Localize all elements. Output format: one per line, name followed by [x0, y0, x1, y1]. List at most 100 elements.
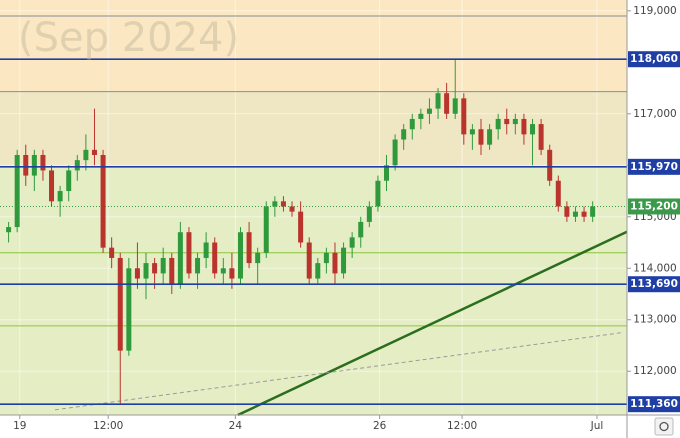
candle-body	[341, 247, 347, 274]
trendline	[54, 332, 622, 411]
candle-body	[40, 154, 46, 171]
candle-body	[220, 268, 226, 274]
candle-body	[195, 257, 201, 274]
x-tick-label: 24	[229, 420, 243, 432]
candle-body	[392, 139, 398, 166]
level-badge	[628, 276, 680, 293]
candle-body	[469, 129, 475, 135]
candle-body	[461, 98, 467, 135]
candle-body	[246, 232, 252, 264]
candle-body	[186, 232, 192, 274]
candle-body	[538, 124, 544, 150]
candle-body	[315, 263, 321, 279]
candle-body	[332, 252, 338, 274]
candle-body	[384, 165, 390, 181]
level-label: 118,060	[630, 53, 678, 65]
candle-body	[203, 242, 209, 258]
candle-body	[478, 129, 484, 145]
candle-body	[418, 113, 424, 119]
candle-body	[14, 154, 20, 228]
y-tick-label: 113,000	[633, 314, 676, 326]
candle-body	[229, 268, 235, 279]
candle-body	[91, 149, 97, 155]
candle-body	[57, 191, 63, 202]
price-zone	[0, 0, 627, 92]
candle-body	[31, 154, 37, 176]
candle-body	[237, 232, 243, 279]
candle-body	[547, 149, 553, 181]
watermark: (Sep 2024)	[18, 15, 239, 61]
price-zone	[0, 166, 627, 415]
y-tick-label: 112,000	[633, 365, 676, 377]
candle-body	[289, 206, 295, 212]
y-tick-label: 119,000	[633, 5, 676, 17]
candle-body	[109, 247, 115, 258]
level-label: 115,970	[630, 161, 678, 173]
level-badge	[628, 396, 680, 413]
candle-body	[504, 118, 510, 125]
candle-body	[572, 211, 578, 217]
candle-body	[349, 237, 355, 248]
candle-body	[126, 268, 132, 351]
candle-body	[530, 124, 536, 135]
price-badge	[628, 198, 680, 215]
candle-body	[280, 201, 286, 207]
candle-body	[212, 242, 218, 274]
candle-body	[512, 118, 518, 125]
y-tick-label: 114,000	[633, 262, 676, 274]
candle-body	[263, 206, 269, 253]
candle-body	[6, 227, 12, 233]
trendline	[237, 230, 628, 417]
candle-body	[323, 252, 329, 264]
candle-body	[426, 108, 432, 114]
candle-body	[143, 263, 149, 279]
candle-body	[366, 206, 372, 222]
candle-body	[306, 242, 312, 279]
level-label: 113,690	[630, 278, 678, 290]
x-tick-label: 12:00	[93, 420, 123, 432]
candle-body	[409, 118, 415, 130]
candle-body	[358, 221, 364, 238]
settings-button[interactable]	[654, 417, 674, 436]
level-badge	[628, 158, 680, 175]
price-label: 115,200	[630, 200, 678, 212]
candle-body	[177, 232, 183, 284]
candle-body	[255, 252, 261, 264]
candle-body	[66, 170, 72, 192]
candle-body	[169, 257, 175, 284]
candle-body	[487, 129, 493, 145]
candle-body	[74, 160, 80, 171]
x-tick-label: 12:00	[447, 420, 477, 432]
candle-body	[435, 93, 441, 109]
plot-area	[0, 0, 628, 417]
candle-body	[444, 93, 450, 114]
candle-body	[375, 180, 381, 207]
candle-body	[100, 154, 106, 248]
candle-body	[590, 206, 596, 217]
candle-body	[49, 170, 55, 202]
level-label: 111,360	[630, 398, 678, 410]
candle-body	[23, 154, 29, 176]
candle-body	[452, 98, 458, 114]
x-tick-label: Jul	[590, 420, 604, 432]
candle-body	[117, 257, 123, 351]
x-tick-label: 26	[373, 420, 387, 432]
candle-body	[134, 268, 140, 279]
candle-body	[521, 118, 527, 135]
candle-body	[272, 201, 278, 207]
x-tick-label: 19	[13, 420, 26, 432]
candle-body	[555, 180, 561, 207]
settings-icon	[659, 421, 669, 432]
candle-body	[152, 263, 158, 274]
candle-body	[298, 211, 304, 243]
candle-body	[401, 129, 407, 140]
candle-body	[581, 211, 587, 217]
candle-body	[564, 206, 570, 217]
axes: 112,000113,000114,000115,000116,000117,0…	[13, 5, 680, 432]
candle-body	[495, 118, 501, 130]
candle-body	[160, 257, 166, 274]
y-tick-label: 117,000	[633, 108, 676, 120]
candle-body	[83, 149, 89, 161]
level-badge	[628, 51, 680, 68]
